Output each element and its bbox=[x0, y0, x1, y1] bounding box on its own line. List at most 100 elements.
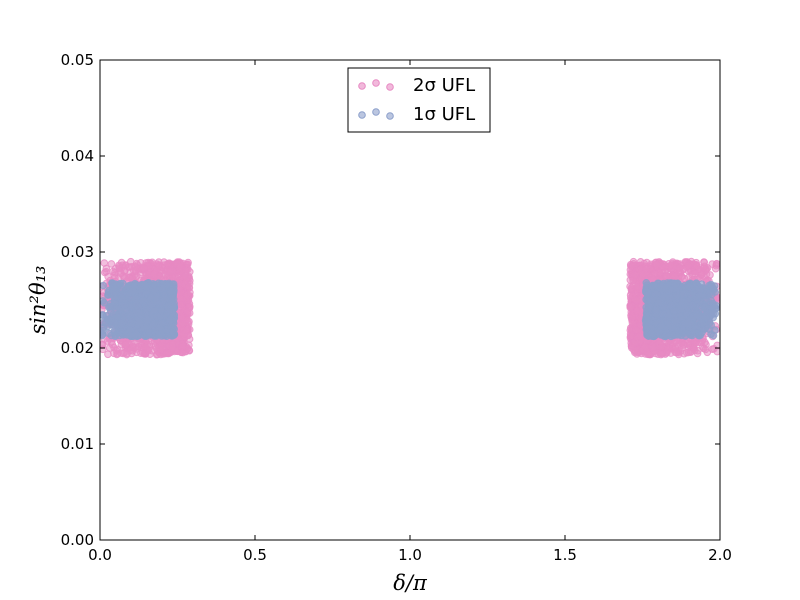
scatter-point-2sigma bbox=[629, 313, 638, 321]
scatter-point-1sigma bbox=[673, 331, 682, 339]
scatter-point-1sigma bbox=[655, 298, 663, 306]
scatter-point-2sigma bbox=[168, 340, 177, 349]
scatter-point-1sigma bbox=[135, 318, 143, 326]
scatter-point-1sigma bbox=[692, 279, 701, 288]
scatter-point-1sigma bbox=[657, 323, 665, 331]
scatter-point-2sigma bbox=[652, 260, 661, 269]
legend-dot-1sigma bbox=[386, 112, 394, 120]
scatter-point-1sigma bbox=[162, 325, 171, 334]
scatter-point-1sigma bbox=[687, 291, 696, 300]
scatter-point-1sigma bbox=[685, 282, 694, 291]
scatter-point-1sigma bbox=[693, 312, 702, 320]
scatter-point-2sigma bbox=[639, 270, 647, 279]
scatter-point-2sigma bbox=[636, 332, 645, 340]
scatter-point-2sigma bbox=[182, 326, 191, 335]
scatter-point-2sigma bbox=[680, 349, 688, 358]
x-tick-label: 1.5 bbox=[553, 546, 577, 564]
scatter-point-2sigma bbox=[141, 343, 150, 351]
scatter-point-1sigma bbox=[100, 326, 107, 335]
axis-ticks: 0.0 0.5 1.0 1.5 2.0 0.00 0.01 0.02 0.03 0.04 0.05 bbox=[61, 51, 732, 564]
scatter-point-2sigma bbox=[649, 343, 658, 352]
scatter-point-2sigma bbox=[121, 340, 130, 349]
scatter-point-1sigma bbox=[160, 295, 169, 304]
scatter-point-1sigma bbox=[167, 322, 176, 330]
y-tick-label: 0.01 bbox=[61, 435, 94, 453]
scatter-point-1sigma bbox=[110, 327, 118, 335]
scatter-point-2sigma bbox=[131, 263, 139, 271]
scatter-point-1sigma bbox=[145, 329, 153, 337]
scatter-point-2sigma bbox=[100, 345, 107, 354]
legend-dot-1sigma bbox=[358, 111, 366, 119]
scatter-point-2sigma bbox=[632, 296, 641, 304]
scatter-point-2sigma bbox=[185, 335, 194, 343]
scatter-point-1sigma bbox=[142, 282, 151, 291]
scatter-point-1sigma bbox=[683, 319, 692, 328]
scatter-point-1sigma bbox=[150, 306, 158, 314]
scatter-point-1sigma bbox=[660, 332, 668, 340]
scatter-point-1sigma bbox=[151, 280, 160, 289]
scatter-point-2sigma bbox=[658, 342, 666, 351]
legend-label-1sigma: 1σ UFL bbox=[413, 104, 475, 125]
scatter-point-2sigma bbox=[182, 266, 191, 274]
x-tick-label: 0.5 bbox=[243, 546, 267, 564]
scatter-point-1sigma bbox=[165, 306, 173, 315]
scatter-point-1sigma bbox=[127, 316, 135, 325]
scatter-point-2sigma bbox=[186, 288, 194, 297]
scatter-point-2sigma bbox=[115, 261, 123, 270]
scatter-point-1sigma bbox=[701, 303, 710, 312]
scatter-point-2sigma bbox=[178, 313, 186, 322]
scatter-point-1sigma bbox=[101, 319, 110, 328]
scatter-point-2sigma bbox=[631, 346, 639, 355]
scatter-point-1sigma bbox=[126, 326, 134, 335]
scatter-point-1sigma bbox=[709, 310, 718, 318]
scatter-point-1sigma bbox=[169, 280, 178, 288]
scatter-point-2sigma bbox=[107, 260, 116, 268]
scatter-point-2sigma bbox=[164, 349, 172, 358]
scatter-point-1sigma bbox=[664, 311, 672, 319]
scatter-point-1sigma bbox=[698, 319, 706, 328]
scatter-point-1sigma bbox=[692, 323, 701, 331]
scatter-point-2sigma bbox=[640, 343, 649, 351]
scatter-point-2sigma bbox=[697, 270, 706, 279]
y-tick-label: 0.00 bbox=[61, 531, 94, 549]
scatter-point-2sigma bbox=[703, 348, 712, 357]
scatter-point-2sigma bbox=[161, 270, 170, 279]
scatter-point-1sigma bbox=[105, 303, 113, 312]
scatter-point-2sigma bbox=[643, 258, 651, 267]
scatter-point-1sigma bbox=[643, 288, 652, 297]
legend-marker-2sigma bbox=[358, 79, 394, 91]
data-points bbox=[100, 257, 720, 359]
scatter-point-2sigma bbox=[627, 262, 635, 270]
scatter-point-1sigma bbox=[696, 292, 705, 301]
x-tick-label: 1.0 bbox=[398, 546, 422, 564]
scatter-point-2sigma bbox=[633, 307, 642, 315]
scatter-point-2sigma bbox=[109, 267, 117, 276]
x-tick-label: 2.0 bbox=[708, 546, 732, 564]
scatter-point-1sigma bbox=[707, 321, 716, 329]
scatter-point-2sigma bbox=[176, 294, 184, 303]
scatter-point-1sigma bbox=[167, 287, 176, 296]
scatter-point-1sigma bbox=[642, 303, 651, 312]
scatter-point-2sigma bbox=[691, 269, 699, 278]
scatter-point-1sigma bbox=[117, 320, 126, 328]
scatter-point-2sigma bbox=[662, 272, 671, 280]
scatter-point-1sigma bbox=[118, 295, 126, 303]
scatter-point-1sigma bbox=[652, 306, 660, 315]
scatter-point-1sigma bbox=[710, 302, 719, 310]
scatter-point-1sigma bbox=[129, 287, 137, 295]
scatter-point-1sigma bbox=[707, 330, 715, 339]
scatter-point-1sigma bbox=[701, 313, 710, 322]
scatter-point-1sigma bbox=[131, 295, 140, 304]
scatter-point-1sigma bbox=[140, 324, 149, 332]
scatter-point-1sigma bbox=[670, 279, 679, 288]
y-tick-label: 0.04 bbox=[61, 147, 94, 165]
scatter-point-2sigma bbox=[711, 264, 720, 273]
scatter-point-1sigma bbox=[147, 292, 155, 301]
scatter-point-2sigma bbox=[636, 258, 645, 266]
scatter-point-1sigma bbox=[673, 292, 681, 301]
scatter-point-2sigma bbox=[123, 350, 131, 359]
scatter-point-1sigma bbox=[150, 287, 159, 295]
scatter-point-2sigma bbox=[626, 282, 634, 291]
scatter-point-1sigma bbox=[670, 307, 678, 315]
scatter-point-2sigma bbox=[692, 262, 701, 271]
